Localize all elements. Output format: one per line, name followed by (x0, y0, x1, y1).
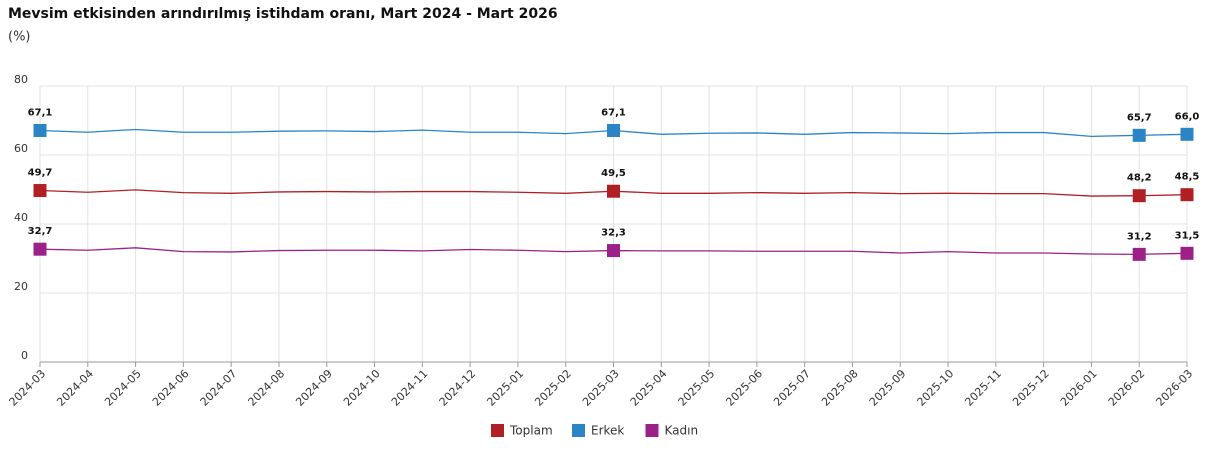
legend-swatch (572, 424, 585, 437)
value-label: 65,7 (1127, 112, 1152, 123)
value-label: 31,5 (1175, 230, 1200, 241)
value-label: 66,0 (1175, 111, 1200, 122)
x-tick-label: 2026-01 (1058, 367, 1100, 409)
point-marker (33, 124, 47, 138)
value-label: 67,1 (28, 108, 53, 119)
x-tick-label: 2024-08 (246, 367, 288, 409)
y-tick-label: 60 (14, 142, 28, 155)
point-marker (33, 184, 47, 198)
legend-label: Toplam (509, 424, 553, 438)
point-marker (1132, 128, 1146, 142)
x-tick-label: 2025-05 (676, 367, 718, 409)
x-tick-label: 2024-04 (54, 367, 96, 409)
x-tick-label: 2024-06 (150, 367, 192, 409)
x-tick-label: 2025-07 (771, 367, 813, 409)
legend-label: Erkek (591, 424, 624, 438)
point-marker (607, 184, 620, 198)
point-marker (1132, 189, 1146, 203)
x-tick-label: 2025-09 (867, 367, 909, 409)
chart-subtitle: (%) (8, 30, 31, 45)
x-tick-label: 2025-02 (532, 367, 574, 409)
y-tick-label: 40 (14, 211, 28, 224)
point-marker (1180, 127, 1194, 141)
legend-swatch (491, 424, 504, 437)
y-tick-label: 20 (14, 280, 28, 293)
x-tick-label: 2025-10 (915, 367, 957, 409)
x-tick-label: 2024-09 (293, 367, 335, 409)
x-tick-label: 2026-03 (1154, 367, 1196, 409)
value-label: 31,2 (1127, 231, 1152, 242)
value-label: 48,2 (1127, 173, 1152, 184)
x-tick-label: 2025-11 (962, 367, 1004, 409)
legend-label: Kadın (665, 424, 699, 438)
point-marker (33, 242, 47, 256)
x-tick-label: 2024-07 (198, 367, 240, 409)
x-tick-label: 2025-08 (819, 367, 861, 409)
value-label: 32,3 (601, 228, 626, 239)
value-label: 32,7 (28, 226, 53, 237)
point-marker (1180, 246, 1194, 260)
legend-swatch (645, 424, 659, 437)
value-label: 67,1 (601, 108, 626, 119)
x-tick-label: 2025-12 (1010, 367, 1052, 409)
x-tick-label: 2025-06 (723, 367, 765, 409)
x-tick-label: 2024-03 (7, 367, 49, 409)
point-marker (607, 124, 620, 138)
x-tick-label: 2024-11 (389, 367, 431, 409)
x-tick-label: 2025-01 (484, 367, 526, 409)
chart-title: Mevsim etkisinden arındırılmış istihdam … (8, 6, 558, 22)
x-tick-label: 2025-03 (580, 367, 622, 409)
x-tick-label: 2024-12 (437, 367, 479, 409)
value-label: 49,5 (601, 168, 626, 179)
y-tick-label: 80 (14, 73, 28, 86)
x-tick-label: 2024-10 (341, 367, 383, 409)
point-marker (607, 244, 620, 258)
point-marker (1132, 247, 1146, 261)
point-marker (1180, 188, 1194, 202)
y-tick-label: 0 (21, 349, 28, 362)
x-tick-label: 2024-05 (102, 367, 144, 409)
x-tick-label: 2025-04 (628, 367, 670, 409)
value-label: 49,7 (28, 168, 53, 179)
x-tick-label: 2026-02 (1106, 367, 1148, 409)
value-label: 48,5 (1175, 172, 1200, 183)
